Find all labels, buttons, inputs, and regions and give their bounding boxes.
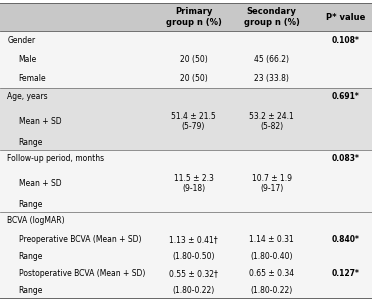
Text: Female: Female (19, 74, 46, 83)
Text: Male: Male (19, 55, 37, 64)
Text: Primary
group n (%): Primary group n (%) (166, 8, 221, 27)
Bar (0, 249, 372, 264)
Bar (0, 168, 372, 198)
Bar (0, 230, 372, 249)
Text: 53.2 ± 24.1
(5-82): 53.2 ± 24.1 (5-82) (249, 112, 294, 131)
Text: Mean + SD: Mean + SD (19, 179, 61, 188)
Text: (1.80-0.50): (1.80-0.50) (172, 252, 215, 261)
Bar (0, 31, 372, 50)
Text: 23 (33.8): 23 (33.8) (254, 74, 289, 83)
Text: Mean + SD: Mean + SD (19, 117, 61, 126)
Text: Follow-up period, months: Follow-up period, months (7, 154, 105, 163)
Bar (0, 283, 372, 298)
Bar (0, 264, 372, 283)
Text: BCVA (logMAR): BCVA (logMAR) (7, 216, 65, 225)
Text: Range: Range (19, 252, 43, 261)
Text: (1.80-0.22): (1.80-0.22) (250, 286, 293, 295)
Bar (0, 3, 372, 31)
Text: Postoperative BCVA (Mean + SD): Postoperative BCVA (Mean + SD) (19, 269, 145, 278)
Bar (0, 69, 372, 88)
Text: 51.4 ± 21.5
(5-79): 51.4 ± 21.5 (5-79) (171, 112, 216, 131)
Text: 1.13 ± 0.41†: 1.13 ± 0.41† (169, 235, 218, 244)
Text: P* value: P* value (326, 13, 366, 22)
Text: 0.108*: 0.108* (332, 36, 360, 45)
Text: 10.7 ± 1.9
(9-17): 10.7 ± 1.9 (9-17) (251, 174, 292, 193)
Text: Secondary
group n (%): Secondary group n (%) (244, 8, 299, 27)
Bar (0, 150, 372, 168)
Text: 11.5 ± 2.3
(9-18): 11.5 ± 2.3 (9-18) (173, 174, 214, 193)
Text: 0.65 ± 0.34: 0.65 ± 0.34 (249, 269, 294, 278)
Text: 0.691*: 0.691* (332, 92, 360, 101)
Text: Range: Range (19, 200, 43, 209)
Text: Preoperative BCVA (Mean + SD): Preoperative BCVA (Mean + SD) (19, 235, 141, 244)
Text: (1.80-0.40): (1.80-0.40) (250, 252, 293, 261)
Bar (0, 198, 372, 212)
Text: 0.083*: 0.083* (332, 154, 360, 163)
Bar (0, 106, 372, 136)
Bar (0, 212, 372, 230)
Text: 20 (50): 20 (50) (180, 74, 207, 83)
Text: 0.55 ± 0.32†: 0.55 ± 0.32† (169, 269, 218, 278)
Text: (1.80-0.22): (1.80-0.22) (172, 286, 215, 295)
Text: 45 (66.2): 45 (66.2) (254, 55, 289, 64)
Text: 1.14 ± 0.31: 1.14 ± 0.31 (249, 235, 294, 244)
Bar (0, 88, 372, 106)
Text: 0.127*: 0.127* (332, 269, 360, 278)
Bar (0, 50, 372, 69)
Text: Gender: Gender (7, 36, 36, 45)
Text: Range: Range (19, 286, 43, 295)
Text: 0.840*: 0.840* (332, 235, 360, 244)
Text: Range: Range (19, 138, 43, 147)
Text: Age, years: Age, years (7, 92, 48, 101)
Bar (0, 136, 372, 150)
Text: 20 (50): 20 (50) (180, 55, 207, 64)
